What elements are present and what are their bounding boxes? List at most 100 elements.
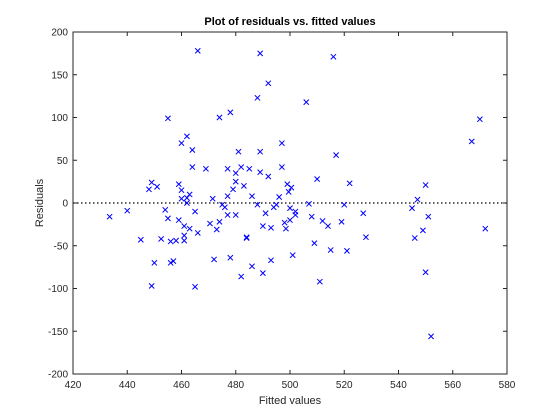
data-point bbox=[183, 133, 190, 140]
data-point bbox=[262, 210, 269, 217]
data-point bbox=[238, 273, 245, 280]
data-point bbox=[268, 224, 274, 231]
data-point bbox=[224, 193, 231, 200]
data-point bbox=[232, 178, 239, 185]
x-tick-label: 440 bbox=[119, 380, 136, 391]
data-point bbox=[409, 205, 416, 212]
y-tick-label: 0 bbox=[62, 199, 68, 210]
data-point bbox=[183, 194, 190, 201]
x-tick-label: 540 bbox=[390, 380, 407, 391]
data-point bbox=[330, 53, 337, 60]
data-point bbox=[419, 227, 426, 234]
data-point bbox=[173, 237, 180, 244]
data-point bbox=[414, 196, 421, 203]
data-point bbox=[249, 193, 255, 200]
data-point bbox=[306, 200, 312, 207]
data-point bbox=[181, 232, 188, 239]
data-point bbox=[246, 165, 253, 172]
data-point bbox=[257, 148, 264, 155]
data-point bbox=[178, 195, 185, 202]
x-tick-label: 500 bbox=[282, 380, 299, 391]
y-tick-label: 100 bbox=[51, 113, 68, 124]
data-point bbox=[288, 184, 295, 191]
data-point bbox=[238, 164, 245, 171]
x-tick-label: 420 bbox=[65, 380, 82, 391]
y-tick-label: -150 bbox=[48, 327, 68, 338]
data-point bbox=[211, 256, 218, 263]
chart-title: Plot of residuals vs. fitted values bbox=[204, 16, 375, 28]
data-point bbox=[265, 173, 272, 180]
data-point bbox=[259, 270, 266, 277]
data-point bbox=[232, 170, 239, 177]
data-point bbox=[333, 152, 340, 159]
data-point bbox=[154, 183, 161, 190]
data-point bbox=[325, 223, 331, 230]
data-point bbox=[240, 182, 247, 189]
data-point bbox=[189, 147, 196, 153]
data-point bbox=[175, 181, 182, 188]
data-point bbox=[422, 182, 429, 188]
data-point bbox=[209, 195, 216, 202]
data-point bbox=[303, 99, 310, 106]
data-point bbox=[178, 140, 185, 147]
data-point bbox=[316, 278, 323, 285]
data-point bbox=[216, 114, 223, 121]
y-tick-label: 50 bbox=[57, 156, 69, 167]
y-tick-label: -50 bbox=[54, 241, 69, 252]
x-axis-title: Fitted values bbox=[259, 395, 322, 407]
data-point bbox=[341, 201, 348, 208]
data-point bbox=[178, 187, 185, 194]
data-point bbox=[243, 235, 250, 242]
axis-ticks-layer: 420 440 460 480 500 520 540 560 580-200-150-100-… bbox=[48, 28, 516, 392]
data-point bbox=[227, 254, 234, 261]
data-point bbox=[227, 109, 234, 116]
data-point bbox=[189, 164, 196, 171]
data-point bbox=[224, 212, 231, 218]
data-point bbox=[213, 226, 220, 233]
data-point bbox=[151, 259, 158, 266]
data-point bbox=[276, 194, 283, 200]
data-point bbox=[158, 235, 165, 242]
data-point bbox=[249, 263, 255, 270]
data-point bbox=[278, 140, 285, 147]
y-tick-label: 150 bbox=[51, 70, 68, 81]
data-point bbox=[314, 176, 321, 183]
data-point bbox=[281, 219, 288, 226]
data-point bbox=[162, 206, 169, 213]
y-axis-title: Residuals bbox=[34, 178, 46, 227]
data-point bbox=[175, 217, 182, 224]
data-point bbox=[230, 186, 236, 193]
data-point bbox=[167, 259, 174, 266]
data-point bbox=[232, 212, 239, 218]
data-point bbox=[257, 169, 264, 176]
data-point bbox=[482, 225, 489, 232]
data-point bbox=[164, 215, 171, 222]
data-point bbox=[425, 213, 432, 220]
data-point bbox=[428, 333, 435, 340]
data-point bbox=[422, 269, 429, 276]
data-point bbox=[243, 234, 250, 241]
data-point bbox=[338, 218, 345, 225]
data-point bbox=[311, 240, 318, 247]
data-point bbox=[308, 213, 315, 220]
data-point bbox=[292, 212, 299, 218]
data-point bbox=[254, 201, 261, 208]
data-point bbox=[186, 225, 193, 232]
data-point bbox=[346, 180, 353, 187]
data-point bbox=[289, 252, 296, 259]
x-tick-label: 580 bbox=[499, 380, 516, 391]
data-point bbox=[192, 283, 199, 290]
data-point bbox=[194, 47, 201, 54]
data-point bbox=[278, 164, 285, 171]
data-point bbox=[287, 205, 293, 212]
data-point bbox=[137, 236, 144, 243]
data-point bbox=[106, 213, 113, 220]
data-point bbox=[170, 258, 177, 265]
data-point bbox=[216, 218, 223, 225]
data-point bbox=[167, 238, 174, 245]
data-point bbox=[362, 234, 369, 241]
data-point bbox=[124, 207, 131, 214]
data-point bbox=[285, 188, 292, 195]
data-point bbox=[202, 165, 209, 172]
y-tick-label: -100 bbox=[48, 284, 68, 295]
